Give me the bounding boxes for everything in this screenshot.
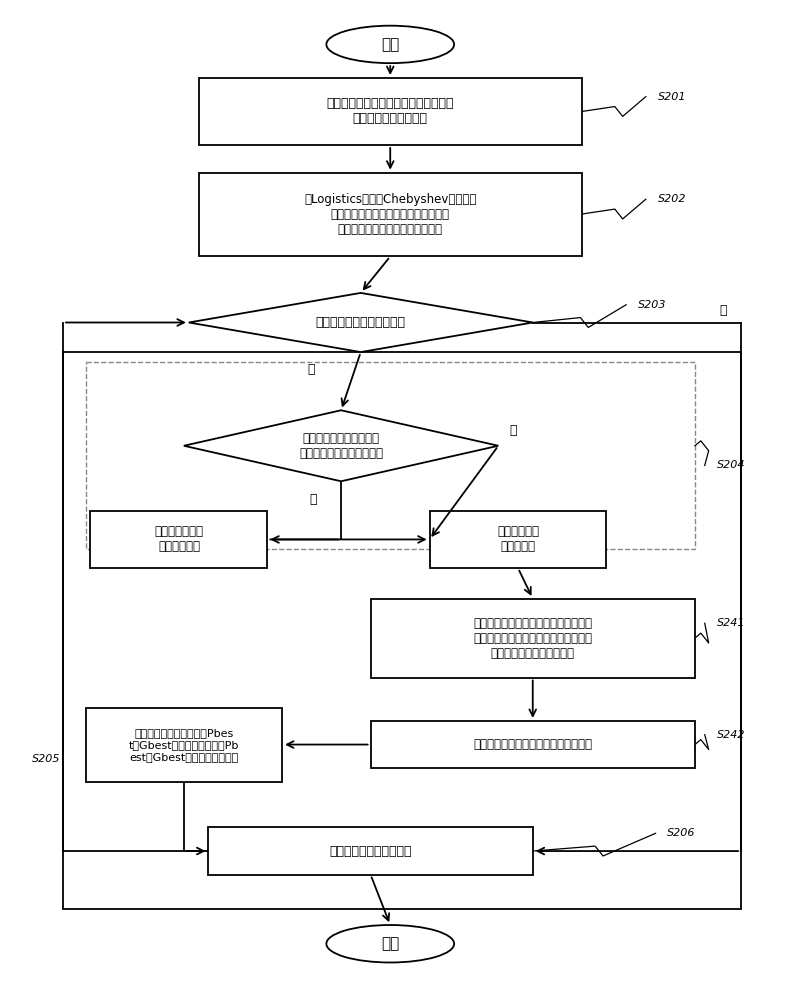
Text: S202: S202 bbox=[658, 194, 686, 204]
FancyBboxPatch shape bbox=[90, 511, 267, 568]
Text: 确定所述满意度中的最大值为目标函数: 确定所述满意度中的最大值为目标函数 bbox=[473, 738, 592, 751]
Text: 结束: 结束 bbox=[381, 936, 399, 951]
FancyBboxPatch shape bbox=[208, 827, 532, 875]
Text: 迭代次数达到终止迭代次数: 迭代次数达到终止迭代次数 bbox=[316, 316, 406, 329]
Text: 开始: 开始 bbox=[381, 37, 399, 52]
FancyBboxPatch shape bbox=[371, 599, 695, 678]
Text: 是: 是 bbox=[509, 424, 517, 437]
Text: 记录所述目标
函数的数值: 记录所述目标 函数的数值 bbox=[497, 525, 539, 553]
Text: S241: S241 bbox=[717, 618, 745, 628]
Text: 更新惯性权重，判断迭代
次数是否超过设定迭代次数: 更新惯性权重，判断迭代 次数是否超过设定迭代次数 bbox=[299, 432, 383, 460]
Text: 否: 否 bbox=[309, 493, 318, 506]
Text: 否: 否 bbox=[308, 363, 315, 376]
FancyBboxPatch shape bbox=[199, 173, 582, 256]
FancyBboxPatch shape bbox=[430, 511, 607, 568]
Text: 以所述目标函数的数值作为最大或最小
值，通过所述模糊隶属度函数将所述目
标函数转换为对应的满意度: 以所述目标函数的数值作为最大或最小 值，通过所述模糊隶属度函数将所述目 标函数转… bbox=[473, 617, 592, 660]
Text: 对迭代过程进行混沌处理: 对迭代过程进行混沌处理 bbox=[330, 845, 412, 858]
Text: S206: S206 bbox=[667, 828, 696, 838]
Text: S203: S203 bbox=[638, 300, 667, 310]
Ellipse shape bbox=[326, 26, 454, 63]
Text: 通过加权系数法
确定目标函数: 通过加权系数法 确定目标函数 bbox=[154, 525, 204, 553]
Text: S242: S242 bbox=[717, 730, 745, 740]
Text: S205: S205 bbox=[32, 754, 60, 764]
Text: S204: S204 bbox=[717, 460, 745, 470]
Polygon shape bbox=[189, 293, 532, 352]
FancyBboxPatch shape bbox=[199, 78, 582, 145]
FancyBboxPatch shape bbox=[86, 708, 282, 782]
Text: 初始化粒子群算法各参数，在满足各约
束条件下产生初始种群: 初始化粒子群算法各参数，在满足各约 束条件下产生初始种群 bbox=[326, 97, 454, 125]
Text: S201: S201 bbox=[658, 92, 686, 102]
Text: 根据所述目标函数筛选出Pbes
t和Gbest的值，并根据所述Pb
est和Gbest的值更新粒子位置: 根据所述目标函数筛选出Pbes t和Gbest的值，并根据所述Pb est和Gb… bbox=[128, 728, 239, 762]
Ellipse shape bbox=[326, 925, 454, 962]
Polygon shape bbox=[184, 410, 499, 481]
Text: 以Logistics映射与Chebyshev映射相结
合的组合混沌序列对所述初始种群进行
混沌处理，并计算各粒子的适应度: 以Logistics映射与Chebyshev映射相结 合的组合混沌序列对所述初始… bbox=[304, 193, 477, 236]
Text: 是: 是 bbox=[720, 304, 727, 317]
FancyBboxPatch shape bbox=[371, 721, 695, 768]
